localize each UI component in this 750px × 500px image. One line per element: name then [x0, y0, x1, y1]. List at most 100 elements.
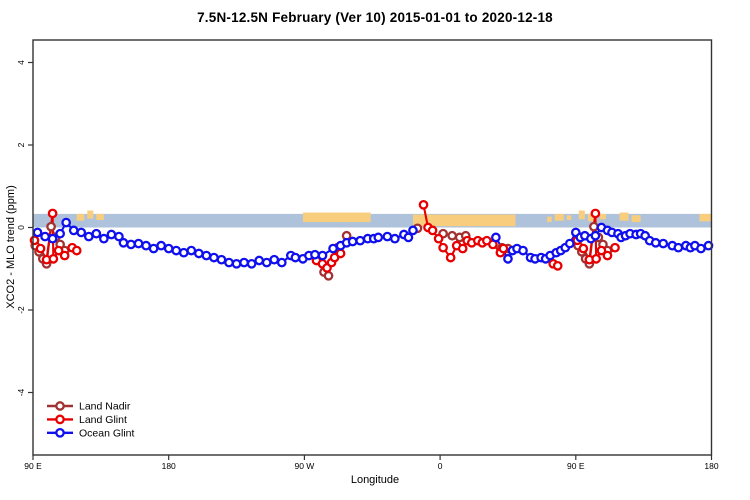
ocean-glint-point [83, 231, 94, 242]
x-tick-label: 90 W [294, 461, 314, 471]
zero-band-land-patch [587, 213, 597, 222]
ocean-glint-point [590, 230, 601, 241]
ocean-glint-point [186, 245, 197, 256]
ocean-glint-point [328, 243, 338, 254]
ocean-glint-point [163, 243, 174, 254]
land-glint-point [59, 250, 70, 261]
zero-band-land-patch [87, 210, 94, 219]
land-glint-point [47, 208, 58, 219]
x-tick-label: 0 [438, 461, 443, 471]
ocean-glint-point [216, 254, 227, 265]
land-glint-point [552, 261, 563, 271]
land-glint-point [578, 243, 589, 254]
zero-band-land-patch [599, 213, 606, 220]
ocean-glint-point [650, 237, 661, 248]
land-nadir-point [447, 230, 458, 241]
ocean-glint-point [658, 238, 669, 249]
ocean-glint-point [68, 225, 79, 236]
zero-band-land-patch [412, 214, 516, 227]
land-nadir-point [323, 270, 334, 281]
land-glint-point [418, 199, 429, 210]
ocean-glint-point [317, 250, 328, 261]
land-nadir-point [589, 221, 599, 232]
ocean-glint-point [403, 232, 414, 243]
ocean-glint-point [355, 235, 366, 246]
zero-band-land-patch [554, 213, 564, 221]
ocean-glint-point [61, 217, 72, 228]
y-tick-label: 2 [16, 142, 26, 147]
ocean-glint-point [696, 243, 706, 254]
ocean-glint-point [141, 240, 151, 251]
ocean-glint-point [32, 227, 43, 238]
x-tick-label: 180 [162, 461, 176, 471]
ocean-glint-point [40, 231, 50, 242]
land-glint-point [602, 250, 613, 261]
ocean-glint-point [254, 255, 265, 266]
zero-band-land-patch [566, 215, 572, 221]
ocean-glint-point [503, 254, 513, 264]
land-glint-point [53, 245, 64, 256]
zero-band-land-patch [619, 212, 629, 221]
land-glint-point [29, 235, 40, 246]
ocean-glint-point [310, 249, 320, 260]
legend-label: Land Glint [79, 414, 127, 426]
ocean-glint-point [231, 258, 242, 269]
land-glint-point [445, 252, 456, 263]
y-tick-label: -2 [16, 306, 26, 314]
ocean-glint-point [91, 228, 102, 239]
x-tick-label: 90 E [24, 461, 42, 471]
ocean-glint-point [114, 231, 124, 242]
land-glint-point [610, 242, 620, 253]
legend-label: Ocean Glint [79, 427, 135, 439]
land-glint-point [427, 225, 438, 236]
land-glint-point [35, 243, 46, 254]
ocean-glint-point [178, 247, 189, 258]
land-glint-point [591, 254, 602, 264]
y-tick-label: 4 [16, 60, 26, 65]
zero-band-land-patch [302, 212, 371, 223]
ocean-glint-point [99, 233, 109, 244]
ocean-glint-point [408, 225, 418, 236]
land-glint-point [438, 242, 448, 253]
zero-band-ocean-strip [33, 213, 712, 228]
ocean-glint-point [261, 257, 272, 268]
legend-label: Land Nadir [79, 401, 131, 413]
ocean-glint-point [201, 250, 212, 261]
ocean-glint-point [246, 258, 257, 269]
ocean-glint-point [390, 233, 400, 244]
land-glint-point [335, 248, 346, 259]
x-axis-label: Longitude [350, 474, 400, 486]
ocean-glint-point [148, 243, 159, 254]
land-glint-point [48, 254, 59, 264]
legend-marker-point [55, 414, 65, 425]
x-tick-label: 180 [704, 461, 718, 471]
ocean-glint-point [118, 237, 129, 248]
land-glint-point [590, 208, 601, 219]
x-tick-label: 90 E [567, 461, 585, 471]
ocean-glint-point [209, 252, 219, 263]
ocean-glint-point [673, 242, 684, 253]
ocean-glint-point [133, 238, 144, 249]
land-nadir-point [46, 221, 56, 232]
zero-band-land-patch [547, 216, 552, 223]
ocean-glint-point [224, 257, 234, 268]
ocean-glint-point [373, 232, 384, 243]
ocean-glint-point [55, 228, 65, 239]
y-tick-label: 0 [16, 225, 26, 230]
ocean-glint-point [47, 233, 58, 244]
ocean-glint-point [76, 227, 87, 238]
ocean-glint-point [126, 239, 136, 250]
y-tick-label: -4 [16, 388, 26, 396]
ocean-glint-point [290, 252, 301, 263]
ocean-glint-point [276, 257, 287, 268]
land-glint-point [433, 233, 444, 244]
zero-band-land-patch [76, 213, 85, 221]
ocean-glint-point [564, 238, 575, 249]
zero-band-land-patch [631, 215, 641, 223]
ocean-glint-point [382, 231, 393, 242]
plot-border [32, 39, 713, 456]
land-glint-point [498, 243, 509, 254]
land-glint-point [457, 243, 468, 254]
